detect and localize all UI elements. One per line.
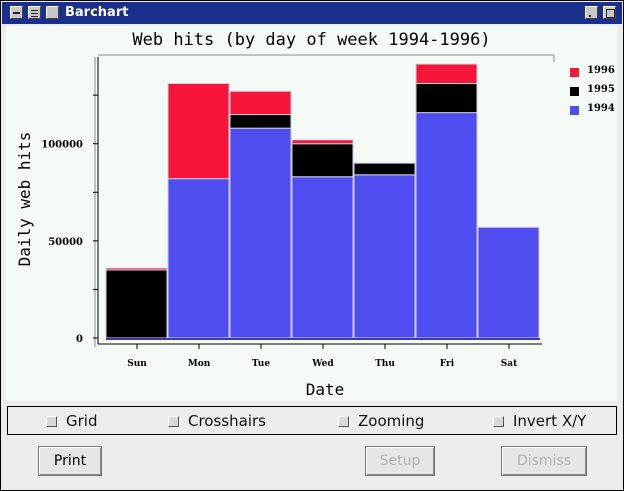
grid-label[interactable]: Grid bbox=[66, 412, 98, 430]
title-bar[interactable]: Barchart bbox=[2, 2, 622, 24]
crosshairs-label[interactable]: Crosshairs bbox=[188, 412, 266, 430]
bar-1996-sun bbox=[105, 267, 168, 271]
options-bar: Grid Crosshairs Zooming Invert X/Y bbox=[7, 406, 617, 435]
chart-title: Web hits (by day of week 1994-1996) bbox=[132, 30, 491, 50]
y-tick-label: 50000 bbox=[48, 237, 83, 248]
bar-1994-sat bbox=[477, 226, 540, 339]
bar-1995-tue bbox=[229, 114, 292, 129]
legend-label-1994: 1994 bbox=[587, 103, 615, 114]
maximize-icon[interactable] bbox=[603, 6, 616, 19]
dismiss-button[interactable]: Dismiss bbox=[501, 446, 587, 476]
minimize-icon[interactable] bbox=[585, 6, 598, 19]
window-check-icon[interactable] bbox=[46, 6, 59, 19]
x-tick-label: Fri bbox=[440, 359, 455, 369]
bar-1995-sun bbox=[105, 269, 168, 339]
x-tick-label: Mon bbox=[188, 359, 211, 369]
bar-1994-tue bbox=[229, 127, 292, 339]
x-tick-label: Sun bbox=[127, 359, 147, 369]
legend-swatch-1996 bbox=[570, 68, 579, 77]
legend-label-1996: 1996 bbox=[587, 65, 615, 76]
window-title: Barchart bbox=[65, 5, 129, 20]
zooming-checkbox-box[interactable] bbox=[338, 416, 349, 427]
invert-xy-label[interactable]: Invert X/Y bbox=[513, 412, 587, 430]
crosshairs-checkbox-box[interactable] bbox=[168, 416, 179, 427]
x-axis-label: Date bbox=[306, 380, 345, 399]
legend: 1996 1995 1994 bbox=[564, 59, 615, 141]
bar-1994-mon bbox=[167, 178, 230, 339]
y-tick-label: 100000 bbox=[41, 140, 83, 151]
invert-xy-checkbox-box[interactable] bbox=[493, 416, 504, 427]
plot-area: Web hits (by day of week 1994-1996) 0 500… bbox=[6, 26, 617, 401]
x-tick-label: Tue bbox=[252, 359, 270, 369]
window-menu-icon[interactable] bbox=[10, 6, 23, 19]
legend-swatch-1995 bbox=[570, 87, 579, 96]
window-list-icon[interactable] bbox=[28, 6, 41, 19]
bar-1995-thu bbox=[353, 162, 416, 176]
y-tick-label: 0 bbox=[76, 334, 83, 345]
bar-1996-wed bbox=[291, 139, 354, 145]
setup-button[interactable]: Setup bbox=[365, 446, 435, 476]
y-axis-label: Daily web hits bbox=[15, 132, 34, 267]
x-tick-label: Sat bbox=[501, 359, 518, 369]
bar-1994-fri bbox=[415, 112, 478, 339]
bar-chart: 0 50000 100000 Daily web hits Date Sun Mon Tue W… bbox=[15, 54, 555, 399]
bar-1995-wed bbox=[291, 143, 354, 178]
bar-1995-fri bbox=[415, 82, 478, 114]
grid-checkbox-box[interactable] bbox=[46, 416, 57, 427]
bar-1994-wed bbox=[291, 176, 354, 339]
legend-label-1995: 1995 bbox=[587, 84, 615, 95]
bar-1996-fri bbox=[415, 63, 478, 84]
bar-1994-thu bbox=[353, 174, 416, 339]
bar-1996-tue bbox=[229, 90, 292, 116]
bar-1996-mon bbox=[167, 82, 230, 180]
legend-swatch-1994 bbox=[570, 106, 579, 115]
x-tick-label: Wed bbox=[311, 359, 334, 369]
zooming-label[interactable]: Zooming bbox=[358, 412, 425, 430]
print-button[interactable]: Print bbox=[38, 446, 102, 476]
x-tick-label: Thu bbox=[375, 359, 395, 369]
